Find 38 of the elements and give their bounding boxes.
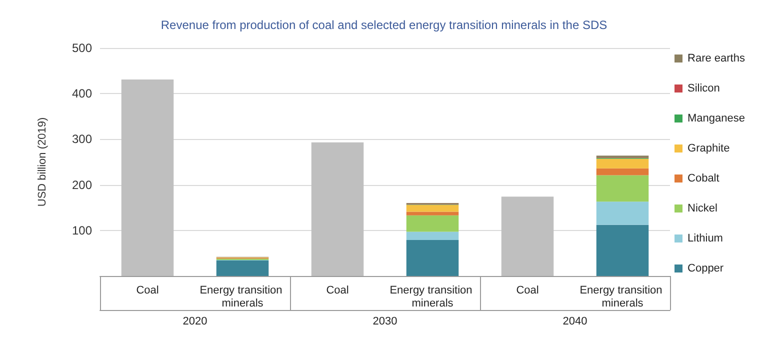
legend-label: Graphite bbox=[688, 142, 730, 154]
bar bbox=[216, 260, 269, 276]
bar bbox=[596, 168, 649, 176]
legend-label: Cobalt bbox=[688, 172, 720, 184]
bar bbox=[121, 79, 174, 276]
legend-label: Rare earths bbox=[688, 52, 746, 64]
bar bbox=[406, 215, 459, 232]
legend-label: Silicon bbox=[688, 82, 720, 94]
bar bbox=[596, 175, 649, 202]
bar bbox=[311, 142, 364, 276]
chart-title: Revenue from production of coal and selected energy transition minerals in the SDS bbox=[160, 18, 608, 32]
x-tick-label: Energy transition minerals bbox=[200, 284, 286, 310]
y-tick-label: 400 bbox=[72, 86, 92, 101]
y-tick-label: 100 bbox=[72, 223, 92, 238]
bar bbox=[406, 212, 459, 216]
bar bbox=[406, 204, 459, 212]
bar bbox=[501, 196, 554, 276]
bar bbox=[596, 158, 649, 168]
x-tick-label: Coal bbox=[516, 284, 539, 296]
legend-label: Nickel bbox=[688, 202, 718, 214]
legend-label: Copper bbox=[688, 262, 724, 274]
y-tick-label: 200 bbox=[72, 178, 92, 192]
x-tick-label: Coal bbox=[326, 284, 349, 296]
legend-label: Manganese bbox=[688, 112, 746, 124]
y-axis-title: USD billion (2019) bbox=[36, 117, 48, 207]
text: 2020 bbox=[182, 316, 208, 328]
x-tick-label: Energy transition minerals bbox=[580, 284, 666, 310]
text: 2030 bbox=[372, 316, 398, 328]
bar bbox=[596, 224, 649, 276]
y-tick-label: 300 bbox=[72, 132, 92, 146]
text: 2040 bbox=[562, 316, 588, 328]
bar bbox=[406, 240, 459, 276]
x-tick-label: Coal bbox=[136, 284, 159, 296]
y-tick-label: 500 bbox=[72, 41, 92, 55]
bar bbox=[596, 202, 649, 225]
bar bbox=[406, 232, 459, 240]
x-tick-label: Energy transition minerals bbox=[390, 284, 476, 310]
legend-label: Lithium bbox=[688, 232, 723, 244]
